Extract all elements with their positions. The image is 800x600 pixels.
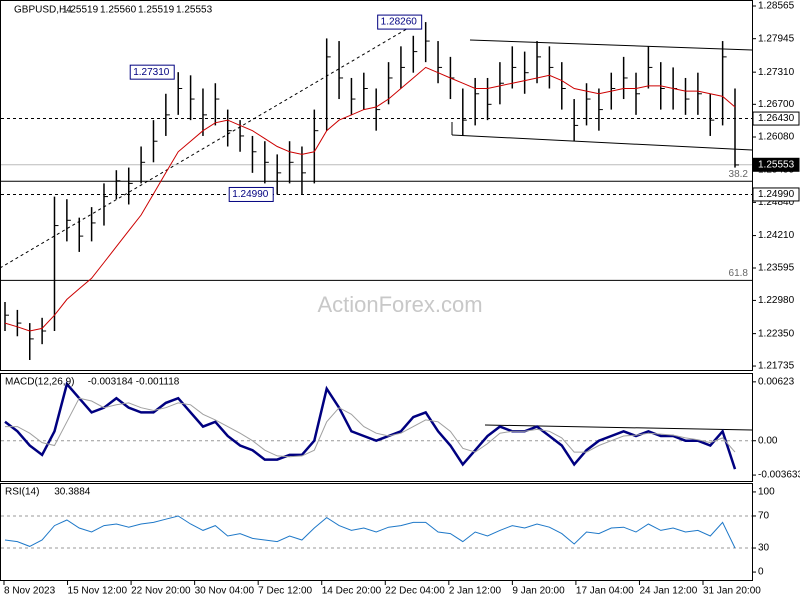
y-tick-label: 1.22980 [758,295,795,306]
y-tick-label: 1.24840 [758,197,795,208]
channel-line [451,134,753,151]
x-tick-label: 24 Jan 12:00 [639,586,697,597]
annotation-box [129,64,175,80]
price-level-label: 1.24990 [758,189,795,200]
x-tick-label: 30 Nov 04:00 [195,586,255,597]
price-panel [0,0,753,371]
x-tick-label: 8 Nov 2023 [4,586,56,597]
symbol: GBPUSD,H4 [14,5,72,16]
indicator-line [4,381,737,470]
indicator-title: RSI(14) [5,487,39,498]
indicator-readout: 30.3884 [54,487,91,498]
x-tick-label: 14 Dec 20:00 [322,586,382,597]
annotation-box [377,14,423,30]
x-tick-label: 17 Jan 04:00 [576,586,634,597]
y-tick-label: 30 [758,543,770,554]
price-level-label: 1.26430 [758,113,795,124]
y-tick-label: 1.23595 [758,263,795,274]
price-level-box [752,111,800,126]
y-tick-label: 1.24210 [758,230,795,241]
indicator-line [5,397,736,458]
indicator-line [4,515,736,549]
indicator-readout: -0.001118 [136,377,180,388]
y-tick-label: 0 [758,567,764,578]
ohlc-readout: 1.25519 [138,5,175,16]
y-tick-label: 1.28565 [758,1,795,12]
annotation-label: 1.24990 [232,189,269,200]
y-tick-label: 0.00623 [758,376,795,387]
x-tick-label: 7 Dec 12:00 [258,586,312,597]
price-level-box [752,187,800,202]
y-tick-label: 1.26080 [758,132,795,143]
macd-trendline [484,424,753,431]
indicator-title: MACD(12,26,9) [5,377,74,388]
ohlc-readout: 1.25519 [62,5,99,16]
channel-line [469,39,753,51]
indicator-line [4,66,736,332]
fib-label: 38.2 [729,169,749,180]
price-level-label: 1.25553 [758,159,795,170]
y-tick-label: 1.26700 [758,99,795,110]
x-tick-label: 22 Dec 04:00 [385,586,445,597]
y-tick-label: 0.00 [758,435,778,446]
y-tick-label: 1.27310 [758,67,795,78]
x-tick-label: 15 Nov 12:00 [68,586,128,597]
price-level-box [752,157,800,172]
ohlc-readout: 1.25553 [176,5,213,16]
x-tick-label: 2 Jan 12:00 [449,586,502,597]
y-tick-label: 1.21735 [758,361,795,372]
y-tick-label: 1.22350 [758,328,795,339]
rsi-panel [0,483,753,581]
x-tick-label: 9 Jan 20:00 [512,586,565,597]
y-tick-label: 1.27945 [758,33,795,44]
annotation-box [228,186,274,202]
trendlines [0,19,753,431]
annotation-label: 1.28260 [381,17,418,28]
indicator-readout: -0.003184 [88,377,133,388]
annotation-label: 1.27310 [133,67,170,78]
x-tick-label: 22 Nov 20:00 [131,586,191,597]
y-tick-label: 100 [758,487,775,498]
macd-panel [0,373,753,482]
y-tick-label: 70 [758,511,770,522]
x-tick-label: 31 Jan 20:00 [703,586,761,597]
y-tick-label: -0.003633 [758,470,800,481]
watermark: ActionForex.com [317,292,482,317]
fib-label: 61.8 [729,268,749,279]
ohlc-readout: 1.25560 [100,5,137,16]
